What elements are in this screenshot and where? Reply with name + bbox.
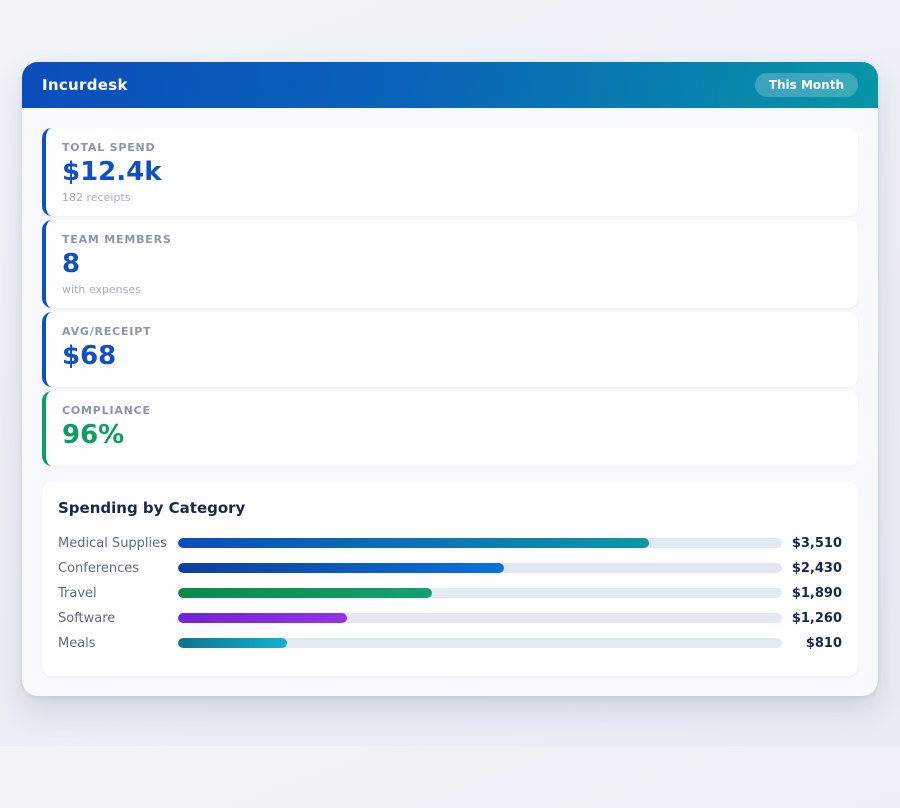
category-bar-fill (178, 563, 505, 574)
category-row-travel: Travel $1,890 (58, 581, 842, 606)
stat-card-team-members: TEAM MEMBERS 8 with expenses (42, 219, 858, 308)
category-label: Conferences (58, 560, 140, 576)
category-bar-track (178, 588, 782, 599)
app-title: Incurdesk (42, 76, 128, 94)
stat-label: COMPLIANCE (62, 403, 151, 417)
stat-sublabel: with expenses (62, 282, 141, 296)
category-bar-fill (178, 638, 287, 649)
category-value: $1,260 (791, 610, 842, 626)
category-bar-fill (178, 538, 650, 549)
stat-value: 96% (62, 419, 125, 450)
category-bar-track (178, 563, 782, 574)
stat-value: 8 (62, 248, 81, 279)
category-value: $1,890 (791, 585, 842, 601)
stat-card-avg-receipt: AVG/RECEIPT $68 (42, 311, 858, 387)
chart-title: Spending by Category (58, 498, 246, 517)
app-header: Incurdesk This Month (22, 62, 878, 108)
spending-by-category-card: Spending by Category Medical Supplies $3… (42, 481, 858, 676)
category-bar-track (178, 638, 782, 649)
stat-value: $68 (62, 340, 117, 371)
category-value: $3,510 (791, 535, 842, 551)
category-row-conferences: Conferences $2,430 (58, 556, 842, 581)
category-label: Meals (58, 635, 96, 651)
stat-label: TEAM MEMBERS (62, 232, 172, 246)
category-value: $810 (805, 635, 842, 651)
category-bar-fill (178, 613, 348, 624)
category-bar-track (178, 613, 782, 624)
category-row-medical-supplies: Medical Supplies $3,510 (58, 531, 842, 556)
category-label: Travel (58, 585, 97, 601)
period-badge[interactable]: This Month (754, 73, 858, 97)
stat-sublabel: 182 receipts (62, 190, 131, 204)
category-row-meals: Meals $810 (58, 631, 842, 656)
stat-label: AVG/RECEIPT (62, 324, 152, 338)
category-label: Medical Supplies (58, 535, 167, 551)
category-label: Software (58, 610, 116, 626)
stat-card-compliance: COMPLIANCE 96% (42, 390, 858, 466)
panel-body: TOTAL SPEND $12.4k 182 receipts TEAM MEM… (22, 108, 878, 696)
stat-label: TOTAL SPEND (62, 141, 156, 154)
category-row-software: Software $1,260 (58, 606, 842, 631)
category-bar-fill (178, 588, 432, 599)
category-bar-track (178, 538, 782, 549)
category-value: $2,430 (791, 560, 842, 576)
stat-card-total-spend: TOTAL SPEND $12.4k 182 receipts (42, 128, 858, 216)
stat-value: $12.4k (62, 157, 162, 187)
dashboard-panel: Incurdesk This Month TOTAL SPEND $12.4k … (22, 62, 878, 696)
